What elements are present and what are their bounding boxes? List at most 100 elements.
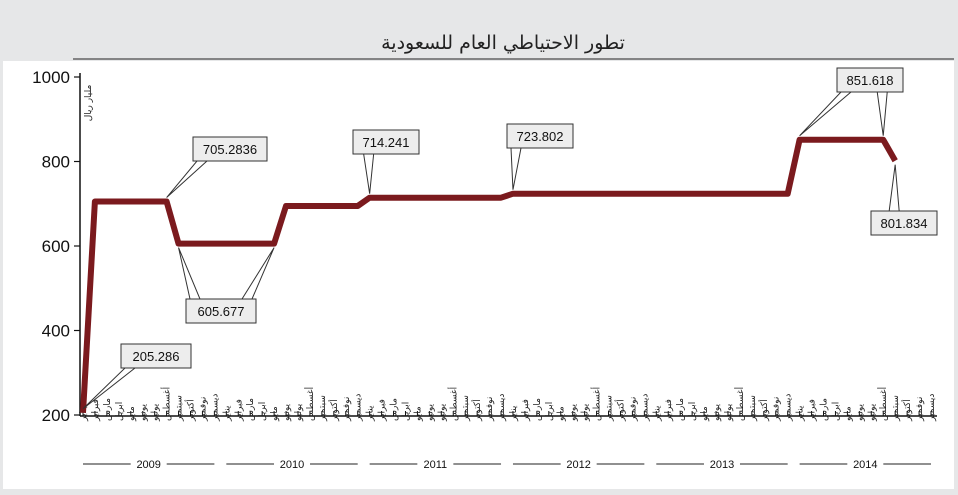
y-axis-label: مليار ريال xyxy=(84,85,94,122)
callout: 705.2836 xyxy=(166,136,268,198)
callout-box xyxy=(185,298,257,324)
x-tick-label: نوفمبر xyxy=(198,397,208,422)
x-tick-label: أغسطس xyxy=(591,387,603,421)
x-tick-label: سبتمبر xyxy=(891,395,901,422)
x-tick-label: ديسمبر xyxy=(640,394,650,422)
chart-svg: تطور الاحتياطي العام للسعودية مليار ريال… xyxy=(3,3,954,489)
y-tick-label: 1000 xyxy=(32,68,70,87)
x-tick-label: فبراير xyxy=(234,399,244,422)
callout-box xyxy=(192,136,268,162)
x-tick-label: أغسطس xyxy=(447,387,459,421)
callout-box xyxy=(506,123,574,149)
x-tick-label: نوفمبر xyxy=(485,397,495,422)
x-tick-label: مايو xyxy=(127,406,137,422)
x-tick-label: أكتوبر xyxy=(471,399,483,422)
x-tick-label: مايو xyxy=(700,406,710,422)
callout: 605.677 xyxy=(178,247,275,324)
callout-label: 714.241 xyxy=(363,135,410,150)
x-tick-label: يناير xyxy=(79,405,89,422)
callout: 851.618 xyxy=(799,67,904,137)
x-tick-label: ابريل xyxy=(831,402,841,421)
x-tick-label: يوليو xyxy=(437,403,447,422)
x-tick-label: يناير xyxy=(366,405,376,422)
x-tick-label: يناير xyxy=(222,405,232,422)
y-tick-label: 400 xyxy=(42,322,70,341)
x-tick-label: يونيو xyxy=(712,403,722,422)
x-tick-label: سبتمبر xyxy=(461,395,471,422)
x-tick-label: نوفمبر xyxy=(628,397,638,422)
y-ticks: 200 400 600 800 1000 xyxy=(32,68,80,425)
y-tick-label: 200 xyxy=(42,406,70,425)
callout-label: 705.2836 xyxy=(203,142,257,157)
x-tick-label: مارس xyxy=(390,398,400,421)
x-tick-label: ديسمبر xyxy=(784,394,794,422)
chart-frame: تطور الاحتياطي العام للسعودية مليار ريال… xyxy=(3,3,954,489)
x-tick-label: ديسمبر xyxy=(354,394,364,422)
chart-title: تطور الاحتياطي العام للسعودية xyxy=(381,32,625,54)
x-tick-label: يوليو xyxy=(151,403,161,422)
callout-box xyxy=(120,343,192,369)
x-tick-label: سبتمبر xyxy=(318,395,328,422)
x-tick-label: ديسمبر xyxy=(210,394,220,422)
callout-label: 801.834 xyxy=(881,216,928,231)
x-tick-label: يونيو xyxy=(282,403,292,422)
x-tick-label: يوليو xyxy=(581,403,591,422)
x-tick-label: يوليو xyxy=(294,403,304,422)
x-tick-label: مايو xyxy=(413,406,423,422)
series-line xyxy=(80,136,898,413)
x-tick-label: فبراير xyxy=(521,399,531,422)
callouts: 205.286 705.2836 605.677 714.241 723.802 851.… xyxy=(82,67,938,410)
x-tick-label: مايو xyxy=(270,406,280,422)
callout-label: 851.618 xyxy=(847,73,894,88)
y-tick-label: 800 xyxy=(42,153,70,172)
x-tick-label: يونيو xyxy=(425,403,435,422)
x-tick-label: ابريل xyxy=(401,402,411,421)
callout: 714.241 xyxy=(352,129,420,194)
x-tick-label: ابريل xyxy=(258,402,268,421)
x-tick-label: مارس xyxy=(246,398,256,421)
x-tick-label: يوليو xyxy=(867,403,877,422)
x-tick-label: أكتوبر xyxy=(614,399,626,422)
year-label: 2009 xyxy=(136,459,160,471)
callout-box xyxy=(870,210,938,236)
x-tick-label: أغسطس xyxy=(161,387,173,421)
x-tick-label: مايو xyxy=(843,406,853,422)
title-bar xyxy=(3,3,954,59)
x-tick-label: نوفمبر xyxy=(342,397,352,422)
x-tick-label: أغسطس xyxy=(877,387,889,421)
x-tick-label: مايو xyxy=(557,406,567,422)
x-tick-label: فبراير xyxy=(91,399,101,422)
x-tick-label: مارس xyxy=(820,398,830,421)
x-tick-label: أغسطس xyxy=(734,387,746,421)
callout-label: 205.286 xyxy=(133,349,180,364)
callout: 723.802 xyxy=(506,123,574,190)
x-tick-label: يناير xyxy=(652,405,662,422)
year-label: 2014 xyxy=(853,459,877,471)
x-tick-label: يوليو xyxy=(724,403,734,422)
x-tick-label: أكتوبر xyxy=(901,399,913,422)
year-label: 2010 xyxy=(280,459,304,471)
x-tick-label: أكتوبر xyxy=(184,399,196,422)
x-tick-label: أكتوبر xyxy=(328,399,340,422)
callout: 801.834 xyxy=(870,164,938,236)
x-tick-label: ديسمبر xyxy=(927,394,937,422)
x-tick-label: يونيو xyxy=(139,403,149,422)
x-tick-label: فبراير xyxy=(664,399,674,422)
x-tick-label: يناير xyxy=(509,405,519,422)
x-tick-label: يونيو xyxy=(569,403,579,422)
x-tick-label: فبراير xyxy=(808,399,818,422)
x-tick-label: أكتوبر xyxy=(758,399,770,422)
x-tick-label: نوفمبر xyxy=(915,397,925,422)
plot-background xyxy=(3,61,954,489)
axes xyxy=(79,73,937,417)
x-tick-label: نوفمبر xyxy=(772,397,782,422)
x-tick-label: مارس xyxy=(103,398,113,421)
x-tick-label: مارس xyxy=(533,398,543,421)
year-label: 2011 xyxy=(424,459,448,471)
year-label: 2012 xyxy=(566,459,590,471)
x-tick-label: يناير xyxy=(796,405,806,422)
x-tick-label: يونيو xyxy=(855,403,865,422)
series-layer xyxy=(80,136,898,413)
x-tick-label: سبتمبر xyxy=(748,395,758,422)
x-tick-label: سبتمبر xyxy=(605,395,615,422)
